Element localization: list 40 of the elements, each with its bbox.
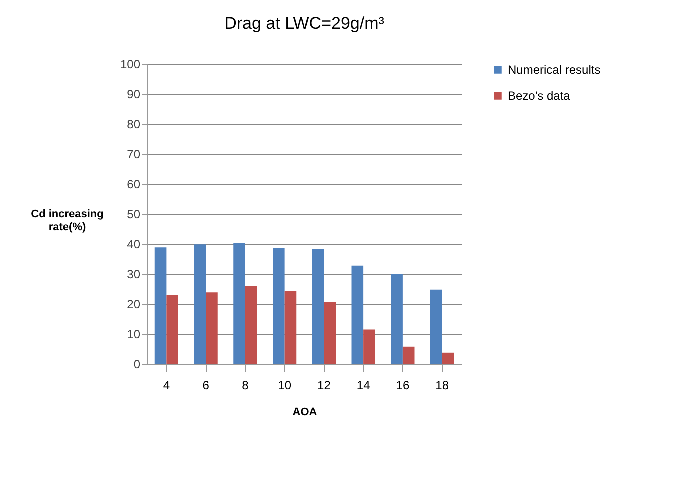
bar — [273, 248, 285, 364]
bar — [245, 286, 258, 364]
bar — [352, 266, 364, 364]
x-tick-label: 12 — [318, 378, 332, 392]
bar — [284, 291, 297, 364]
x-axis-title: AOA — [292, 406, 318, 418]
y-tick-label: 50 — [127, 208, 141, 222]
y-tick-label: 60 — [127, 178, 141, 192]
bar — [324, 302, 336, 364]
legend-label: Numerical results — [508, 63, 601, 77]
y-tick-label: 40 — [127, 238, 141, 252]
x-tick-label: 18 — [436, 378, 450, 392]
bar — [312, 249, 324, 364]
y-tick-label: 10 — [127, 328, 141, 342]
chart-title: Drag at LWC=29g/m³ — [224, 14, 385, 33]
y-axis-title: Cd increasing rate(%) — [31, 208, 104, 234]
x-tick-label: 16 — [396, 378, 410, 392]
bar — [166, 295, 178, 364]
x-tick-label: 8 — [242, 378, 250, 392]
y-tick-label: 70 — [127, 148, 141, 162]
bar — [154, 248, 167, 364]
y-tick-label: 30 — [127, 268, 141, 282]
x-tick-label: 14 — [356, 378, 371, 392]
y-tick-label: 20 — [127, 298, 141, 312]
bar — [364, 330, 376, 364]
bar — [430, 290, 442, 364]
y-tick-label: 0 — [134, 358, 141, 372]
y-tick-label: 80 — [127, 118, 141, 132]
y-tick-label: 100 — [120, 58, 141, 72]
bar — [391, 274, 403, 364]
x-tick-label: 6 — [202, 378, 210, 392]
bar — [234, 243, 246, 364]
x-tick-label: 4 — [163, 378, 170, 392]
bar — [442, 352, 454, 364]
bar — [206, 292, 218, 364]
legend-label: Bezo's data — [508, 89, 571, 103]
x-tick-label: 10 — [278, 378, 292, 392]
y-tick-label: 90 — [127, 88, 141, 102]
bar — [402, 346, 415, 364]
bar — [194, 244, 206, 364]
